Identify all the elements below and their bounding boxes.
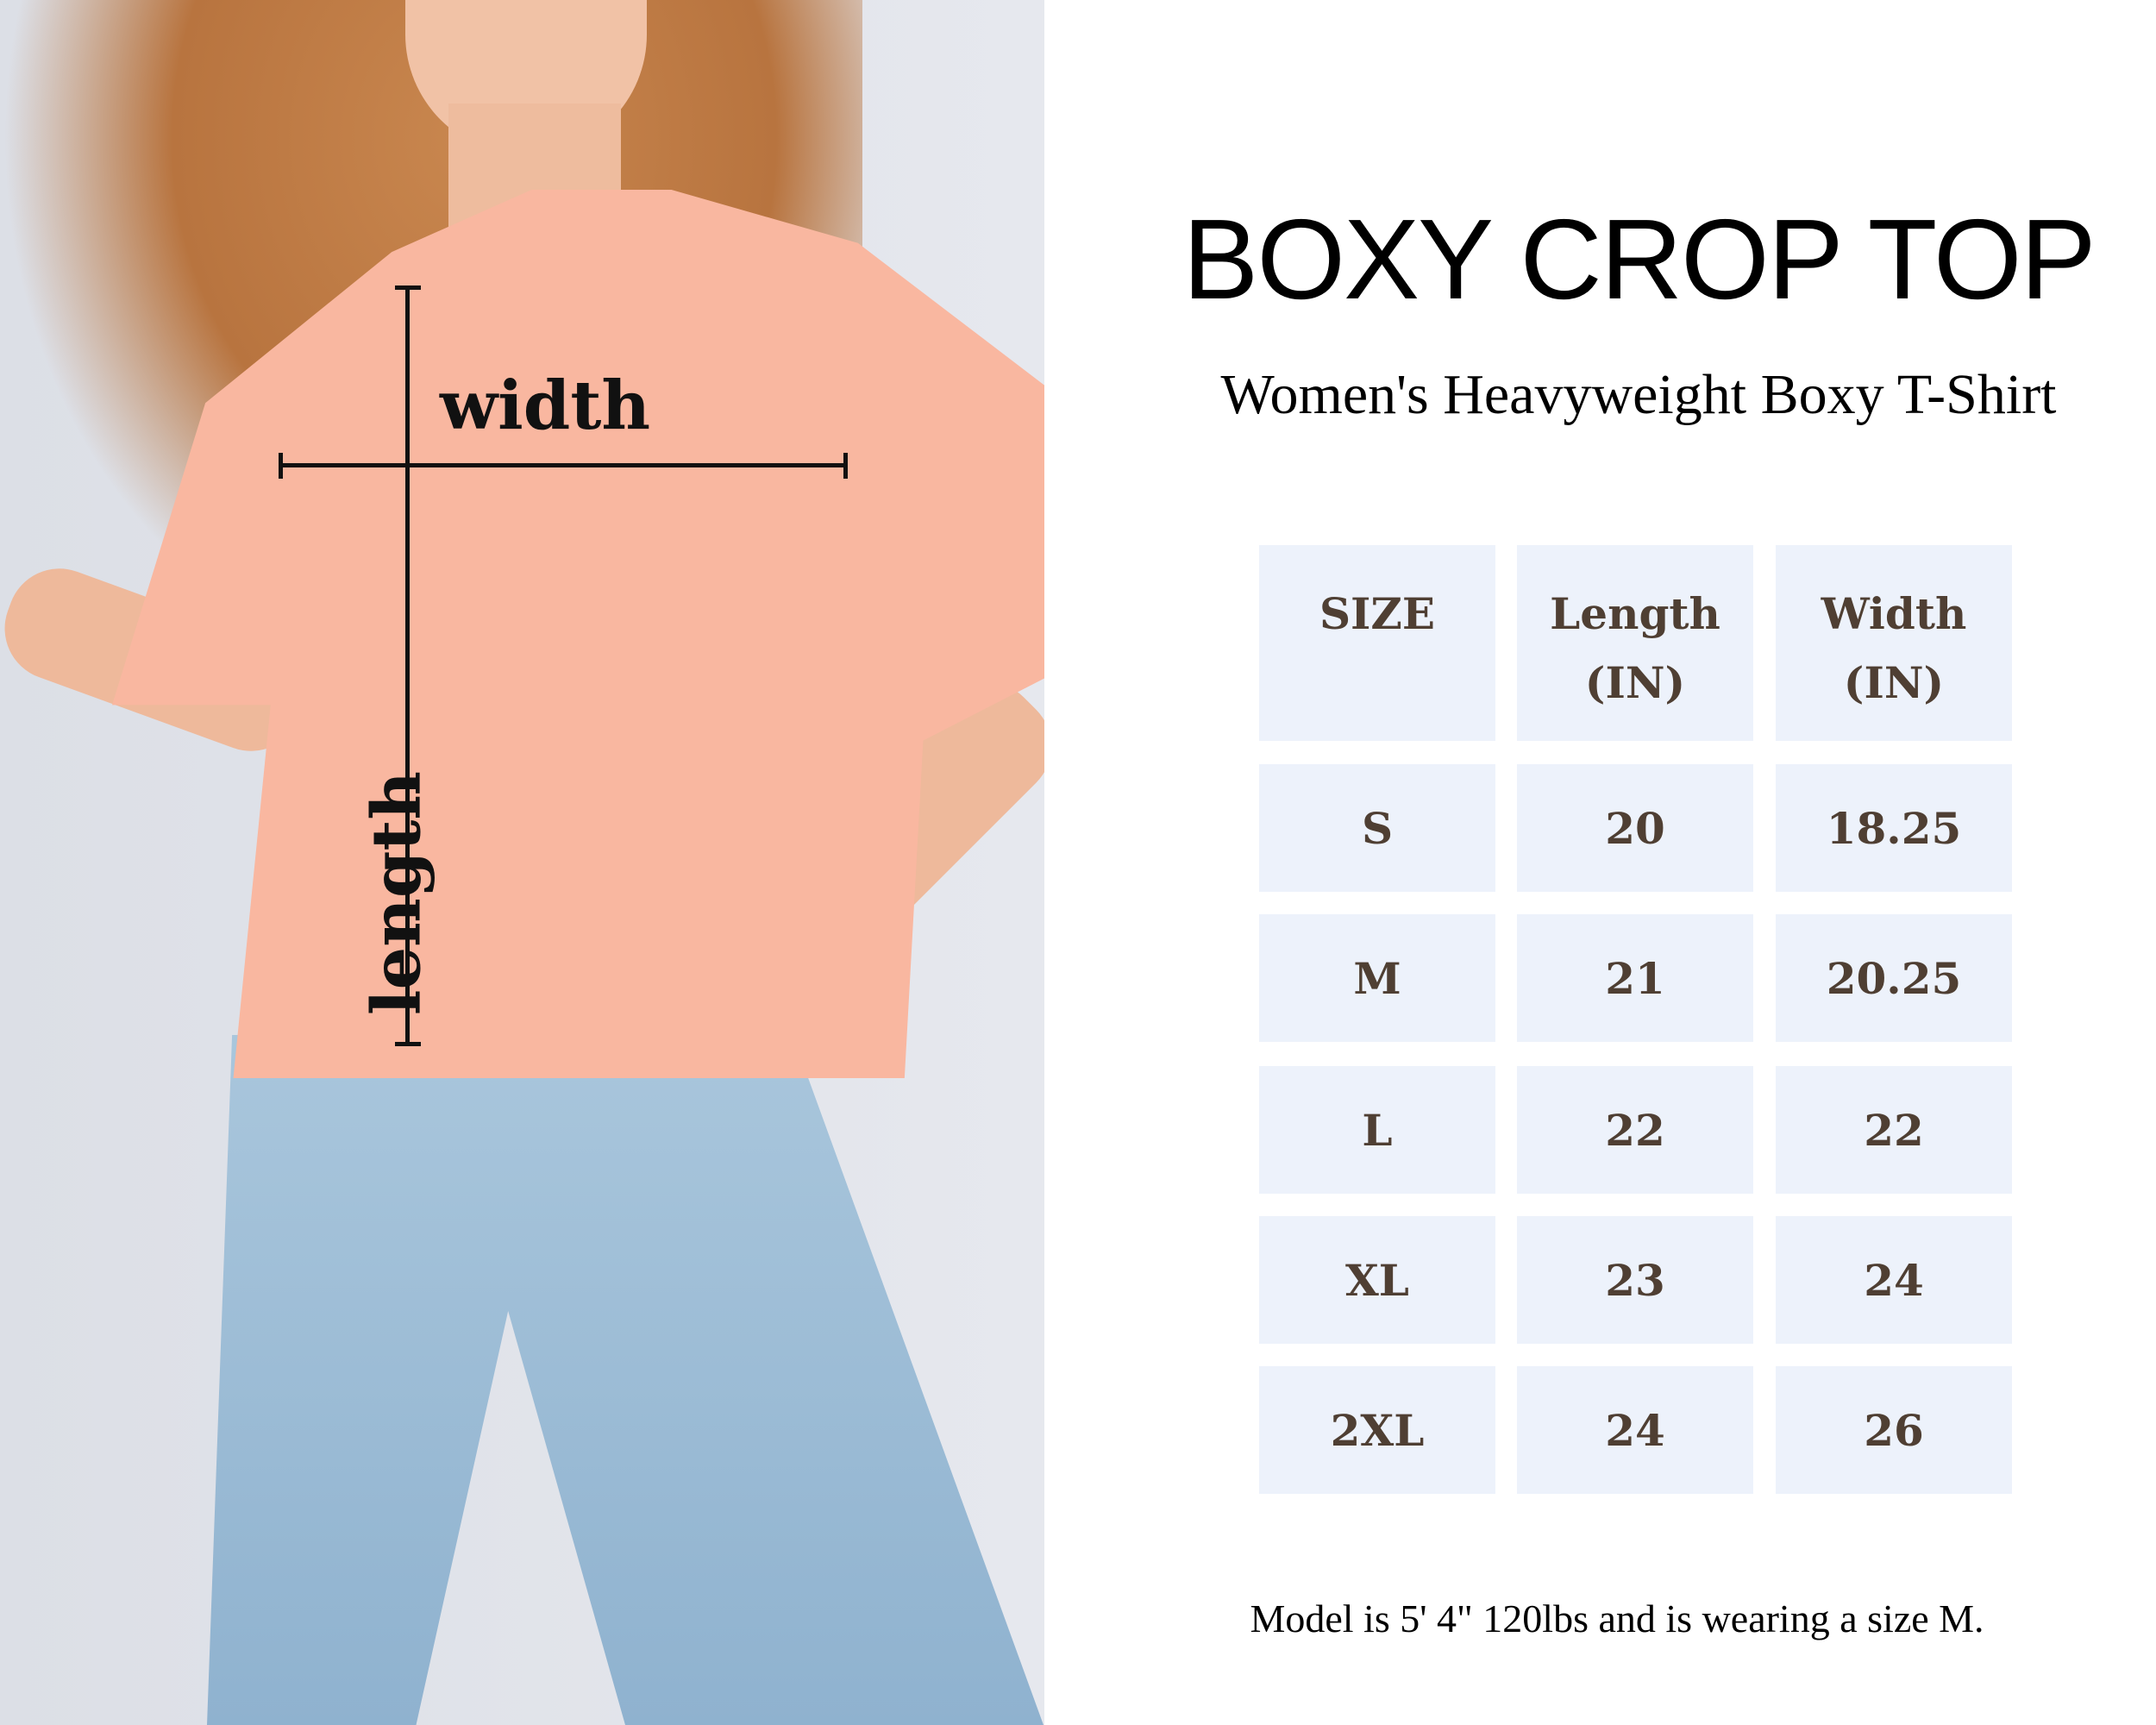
length-line-bottom-cap bbox=[395, 1042, 421, 1046]
cell-length: 24 bbox=[1517, 1366, 1753, 1494]
model-info-note: Model is 5' 4" 120lbs and is wearing a s… bbox=[1250, 1596, 1984, 1640]
cell-size: 2XL bbox=[1259, 1366, 1495, 1494]
header-label: Width bbox=[1821, 588, 1967, 639]
cell-size: XL bbox=[1259, 1216, 1495, 1344]
width-line-left-cap bbox=[279, 453, 283, 479]
cell-size: L bbox=[1259, 1066, 1495, 1194]
width-line bbox=[280, 463, 847, 467]
length-label: length bbox=[357, 770, 436, 1016]
model-photo: width length bbox=[0, 0, 1044, 1725]
header-length: Length (IN) bbox=[1517, 545, 1753, 741]
cell-length: 23 bbox=[1517, 1216, 1753, 1344]
header-width: Width (IN) bbox=[1776, 545, 2012, 741]
cell-width: 24 bbox=[1776, 1216, 2012, 1344]
header-unit: (IN) bbox=[1584, 657, 1686, 708]
page-subtitle: Women's Heavyweight Boxy T-Shirt bbox=[1220, 363, 2057, 426]
cell-length: 20 bbox=[1517, 764, 1753, 892]
cell-width: 22 bbox=[1776, 1066, 2012, 1194]
cell-length: 21 bbox=[1517, 914, 1753, 1042]
header-label: SIZE bbox=[1319, 588, 1436, 639]
page-title: BOXY CROP TOP bbox=[1182, 196, 2096, 323]
cell-length: 22 bbox=[1517, 1066, 1753, 1194]
length-line-top-cap bbox=[395, 285, 421, 290]
cell-width: 20.25 bbox=[1776, 914, 2012, 1042]
cell-size: M bbox=[1259, 914, 1495, 1042]
width-label: width bbox=[440, 367, 651, 445]
length-line bbox=[405, 287, 410, 1044]
header-label: Length bbox=[1550, 588, 1720, 639]
jeans bbox=[207, 1035, 1044, 1725]
cell-width: 26 bbox=[1776, 1366, 2012, 1494]
cell-width: 18.25 bbox=[1776, 764, 2012, 892]
width-line-right-cap bbox=[843, 453, 848, 479]
header-unit: (IN) bbox=[1843, 657, 1945, 708]
cell-size: S bbox=[1259, 764, 1495, 892]
header-size: SIZE bbox=[1259, 545, 1495, 741]
